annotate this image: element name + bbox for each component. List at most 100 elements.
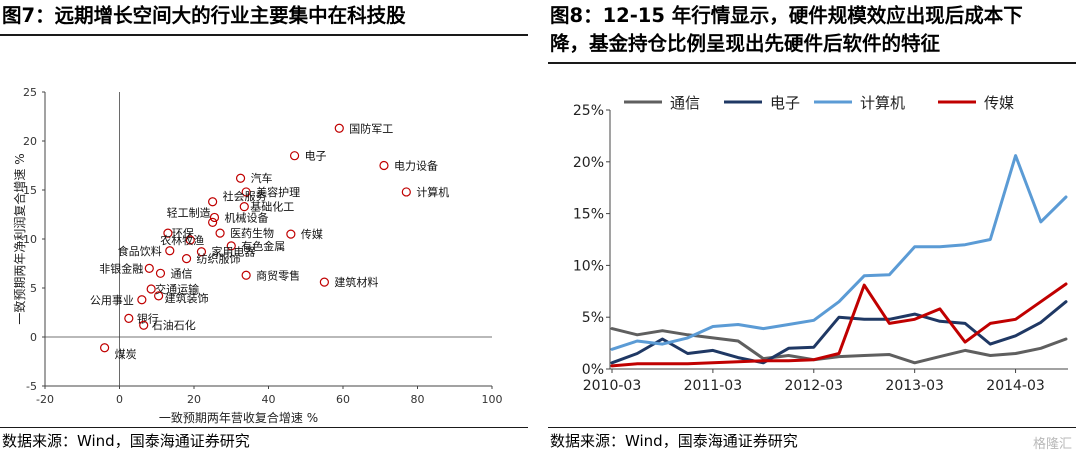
scatter-chart: -5 0 5 10 15 20 25 -20 0 20 40 60 80 100 一致预期两年营收复合增速 … [12,86,503,425]
scatter-point [144,263,154,273]
scatter-point [241,270,251,280]
point-label: 美容护理 [256,185,300,199]
point-label: 计算机 [416,185,449,199]
point-label: 社会服务 [223,189,267,203]
scatter-point [154,291,164,301]
scatter-point [124,313,134,323]
x-axis-title: 一致预期两年营收复合增速 % [159,410,318,425]
point-label: 煤炭 [115,348,137,361]
point-label: 建筑装饰 [165,291,209,305]
y-tick-label: 0% [582,362,604,378]
y-tick-label: 0 [30,331,37,344]
left-title-rule [0,34,528,36]
point-label: 农林牧渔 [160,233,204,247]
x-tick-label: 2012-03 [785,378,844,394]
point-label: 医药生物 [230,226,274,240]
point-label: 商贸零售 [256,268,300,282]
point-label: 非银金融 [99,261,143,275]
point-label: 电力设备 [394,159,438,173]
x-tick-label: -20 [36,393,54,406]
point-label: 交通运输 [155,282,199,296]
point-label: 汽车 [251,171,273,185]
scatter-point [137,295,147,305]
point-label: 国防军工 [349,121,393,135]
scatter-point [181,254,192,264]
x-tick-label: 2013-03 [885,378,944,394]
right-source-note: 数据来源：Wind，国泰海通证券研究 [550,432,798,450]
scatter-point [235,173,246,183]
line-chart: 通信 电子 计算机 传媒 0% 5% 10% 15% 20% 25% 2010-03 2011-03 2… [573,94,1068,394]
scatter-point [286,229,296,239]
scatter-point [241,187,251,197]
y-tick-label: 25% [573,103,604,119]
scatter-point [401,187,411,197]
scatter-point [185,235,195,245]
legend-label: 传媒 [984,94,1014,112]
point-label: 纺织服饰 [197,252,241,266]
x-tick-label: 80 [411,393,425,406]
right-title-rule [548,62,1076,64]
left-bottom-rule [0,427,528,428]
y-tick-label: 15 [23,184,37,197]
left-figure-title: 图7：远期增长空间大的行业主要集中在科技股 [2,4,406,27]
y-tick-label: 20% [573,155,604,171]
x-tick-label: 60 [336,393,350,406]
scatter-point [139,320,149,330]
scatter-point [196,247,207,257]
scatter-point [319,277,329,287]
y-axis-title: 一致预期两年净利润复合增速 % [12,153,27,324]
point-label: 石油石化 [152,318,196,332]
point-label: 家用电器 [211,245,255,259]
scatter-point [379,160,389,171]
scatter-point [334,123,344,133]
legend-label: 计算机 [860,94,905,112]
y-tick-label: 5 [30,282,37,295]
x-tick-label: 20 [187,393,201,406]
point-label: 机械设备 [224,210,268,224]
point-label: 通信 [170,267,192,280]
scatter-point [163,228,173,238]
x-tick-label: 2010-03 [583,378,642,394]
series-line-传媒 [610,282,1068,368]
point-label: 轻工制造 [167,205,211,219]
x-tick-label: 0 [116,393,123,406]
point-label: 基础化工 [250,200,294,214]
scatter-point [209,212,220,223]
left-figure-panel: 图7：远期增长空间大的行业主要集中在科技股 -5 0 5 10 15 20 25 -20 0 20… [0,0,528,458]
scatter-point [215,228,225,238]
y-tick-label: 10 [23,233,37,246]
point-label: 食品饮料 [118,244,162,258]
scatter-point [155,268,166,278]
y-tick-label: 10% [573,258,604,274]
watermark-logo: 格隆汇 [1032,437,1072,452]
y-tick-label: -5 [26,380,37,393]
y-tick-label: 5% [582,310,604,326]
scatter-point [289,151,300,161]
right-figure-panel: 图8：12-15 年行情显示，硬件规模效应出现后成本下 降，基金持仓比例呈现出先… [548,0,1080,458]
series-line-电子 [610,300,1068,365]
scatter-point [226,241,236,251]
x-tick-label: 40 [262,393,276,406]
point-label: 建筑材料 [334,275,378,289]
right-title-line-1: 图8：12-15 年行情显示，硬件规模效应出现后成本下 [550,4,1023,27]
x-tick-label: 2011-03 [684,378,743,394]
right-bottom-rule [548,427,1076,428]
right-figure-title: 图8：12-15 年行情显示，硬件规模效应出现后成本下 降，基金持仓比例呈现出先… [550,2,1023,58]
y-tick-label: 15% [573,207,604,223]
x-tick-label: 2014-03 [986,378,1045,394]
y-tick-label: 25 [23,86,37,99]
point-label: 传媒 [301,228,323,241]
series-line-计算机 [610,154,1068,351]
y-tick-label: 20 [23,135,37,148]
legend-label: 电子 [770,94,800,112]
legend-label: 通信 [670,94,700,112]
left-source-note: 数据来源：Wind，国泰海通证券研究 [2,432,250,450]
scatter-point [208,197,218,207]
scatter-point [165,246,175,256]
point-label: 电子 [305,150,327,163]
point-label: 公用事业 [90,294,134,307]
right-title-line-2: 降，基金持仓比例呈现出先硬件后软件的特征 [550,32,941,55]
scatter-point [208,217,218,227]
x-tick-label: 100 [482,393,503,406]
point-label: 有色金属 [241,239,285,253]
